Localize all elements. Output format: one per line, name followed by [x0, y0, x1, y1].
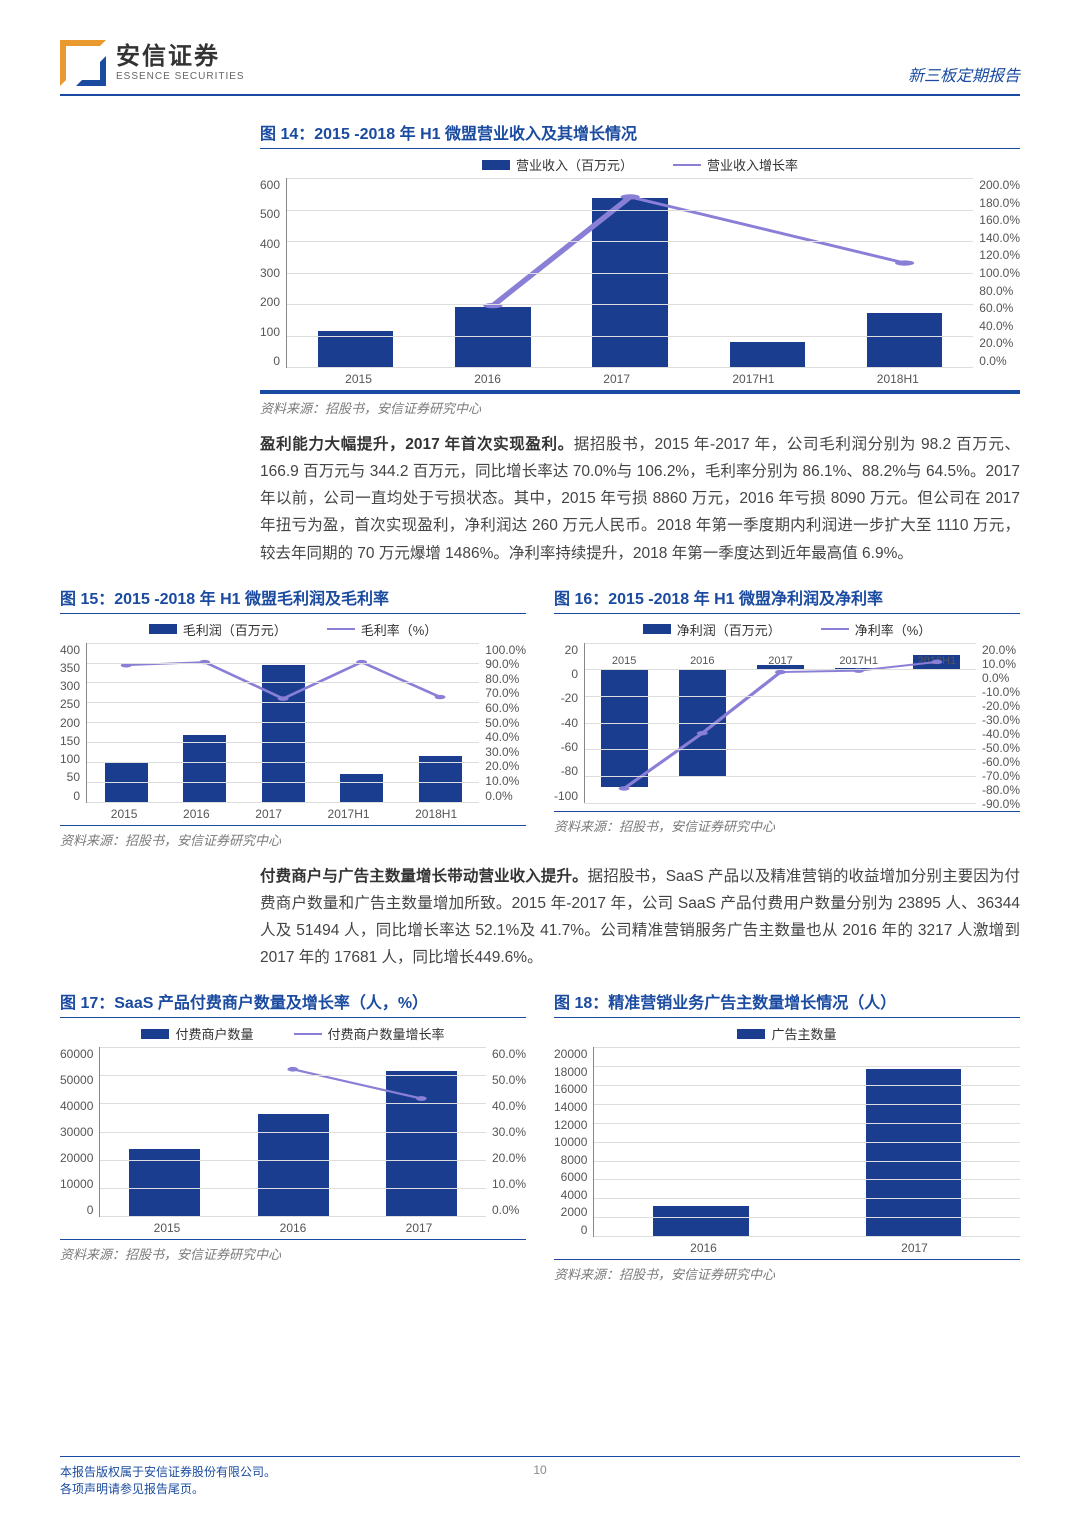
logo-text-cn: 安信证券 [116, 44, 245, 70]
paragraph-profitability: 盈利能力大幅提升，2017 年首次实现盈利。据招股书，2015 年-2017 年… [260, 431, 1020, 567]
fig17-chart: 付费商户数量 付费商户数量增长率 60000500004000030000200… [60, 1024, 526, 1235]
fig15-chart: 毛利润（百万元） 毛利率（%） 400350300250200150100500… [60, 620, 526, 821]
fig18-legend-bar: 广告主数量 [771, 1024, 836, 1043]
fig14-title: 图 14：2015 -2018 年 H1 微盟营业收入及其增长情况 [260, 116, 1020, 149]
fig15-legend-line: 毛利率（%） [361, 620, 438, 639]
fig15-title: 图 15：2015 -2018 年 H1 微盟毛利润及毛利率 [60, 581, 526, 614]
page-footer: 本报告版权属于安信证券股份有限公司。 各项声明请参见报告尾页。 10 [60, 1456, 1020, 1497]
legend-bar-icon [482, 160, 510, 170]
fig17-legend-bar: 付费商户数量 [175, 1024, 253, 1043]
fig18-title: 图 18：精准营销业务广告主数量增长情况（人） [554, 985, 1020, 1018]
fig15-source: 资料来源：招股书，安信证券研究中心 [60, 825, 526, 849]
fig16-legend-bar: 净利润（百万元） [677, 620, 781, 639]
logo-text-en: ESSENCE SECURITIES [116, 71, 245, 82]
fig14-y-right: 200.0%180.0%160.0%140.0%120.0%100.0%80.0… [973, 178, 1020, 368]
fig17-source: 资料来源：招股书，安信证券研究中心 [60, 1239, 526, 1263]
logo-icon [60, 40, 106, 86]
fig18-source: 资料来源：招股书，安信证券研究中心 [554, 1259, 1020, 1283]
fig14-source: 资料来源：招股书，安信证券研究中心 [260, 390, 1020, 417]
legend-line-icon [673, 164, 701, 166]
footer-copyright: 本报告版权属于安信证券股份有限公司。 [60, 1463, 276, 1480]
fig16-title: 图 16：2015 -2018 年 H1 微盟净利润及净利率 [554, 581, 1020, 614]
fig14-x-axis: 2015201620172017H12018H1 [294, 372, 970, 386]
fig18-chart: 广告主数量 2000018000160001400012000100008000… [554, 1024, 1020, 1255]
fig16-legend-line: 净利率（%） [855, 620, 932, 639]
fig14-chart: 营业收入（百万元） 营业收入增长率 6005004003002001000 20… [260, 155, 1020, 386]
fig16-source: 资料来源：招股书，安信证券研究中心 [554, 811, 1020, 835]
fig14-y-left: 6005004003002001000 [260, 178, 286, 368]
page-number: 10 [533, 1463, 546, 1477]
report-type: 新三板定期报告 [908, 62, 1020, 86]
fig15-legend-bar: 毛利润（百万元） [183, 620, 287, 639]
footer-disclaimer: 各项声明请参见报告尾页。 [60, 1480, 276, 1497]
paragraph-users: 付费商户与广告主数量增长带动营业收入提升。据招股书，SaaS 产品以及精准营销的… [260, 863, 1020, 972]
fig14-legend-bar: 营业收入（百万元） [516, 155, 633, 174]
fig17-title: 图 17：SaaS 产品付费商户数量及增长率（人，%） [60, 985, 526, 1018]
logo: 安信证券 ESSENCE SECURITIES [60, 40, 245, 86]
fig17-legend-line: 付费商户数量增长率 [328, 1024, 445, 1043]
page-header: 安信证券 ESSENCE SECURITIES 新三板定期报告 [60, 40, 1020, 96]
fig16-chart: 净利润（百万元） 净利率（%） 200-20-40-60-80-100 2015… [554, 620, 1020, 807]
fig14-legend-line: 营业收入增长率 [707, 155, 798, 174]
